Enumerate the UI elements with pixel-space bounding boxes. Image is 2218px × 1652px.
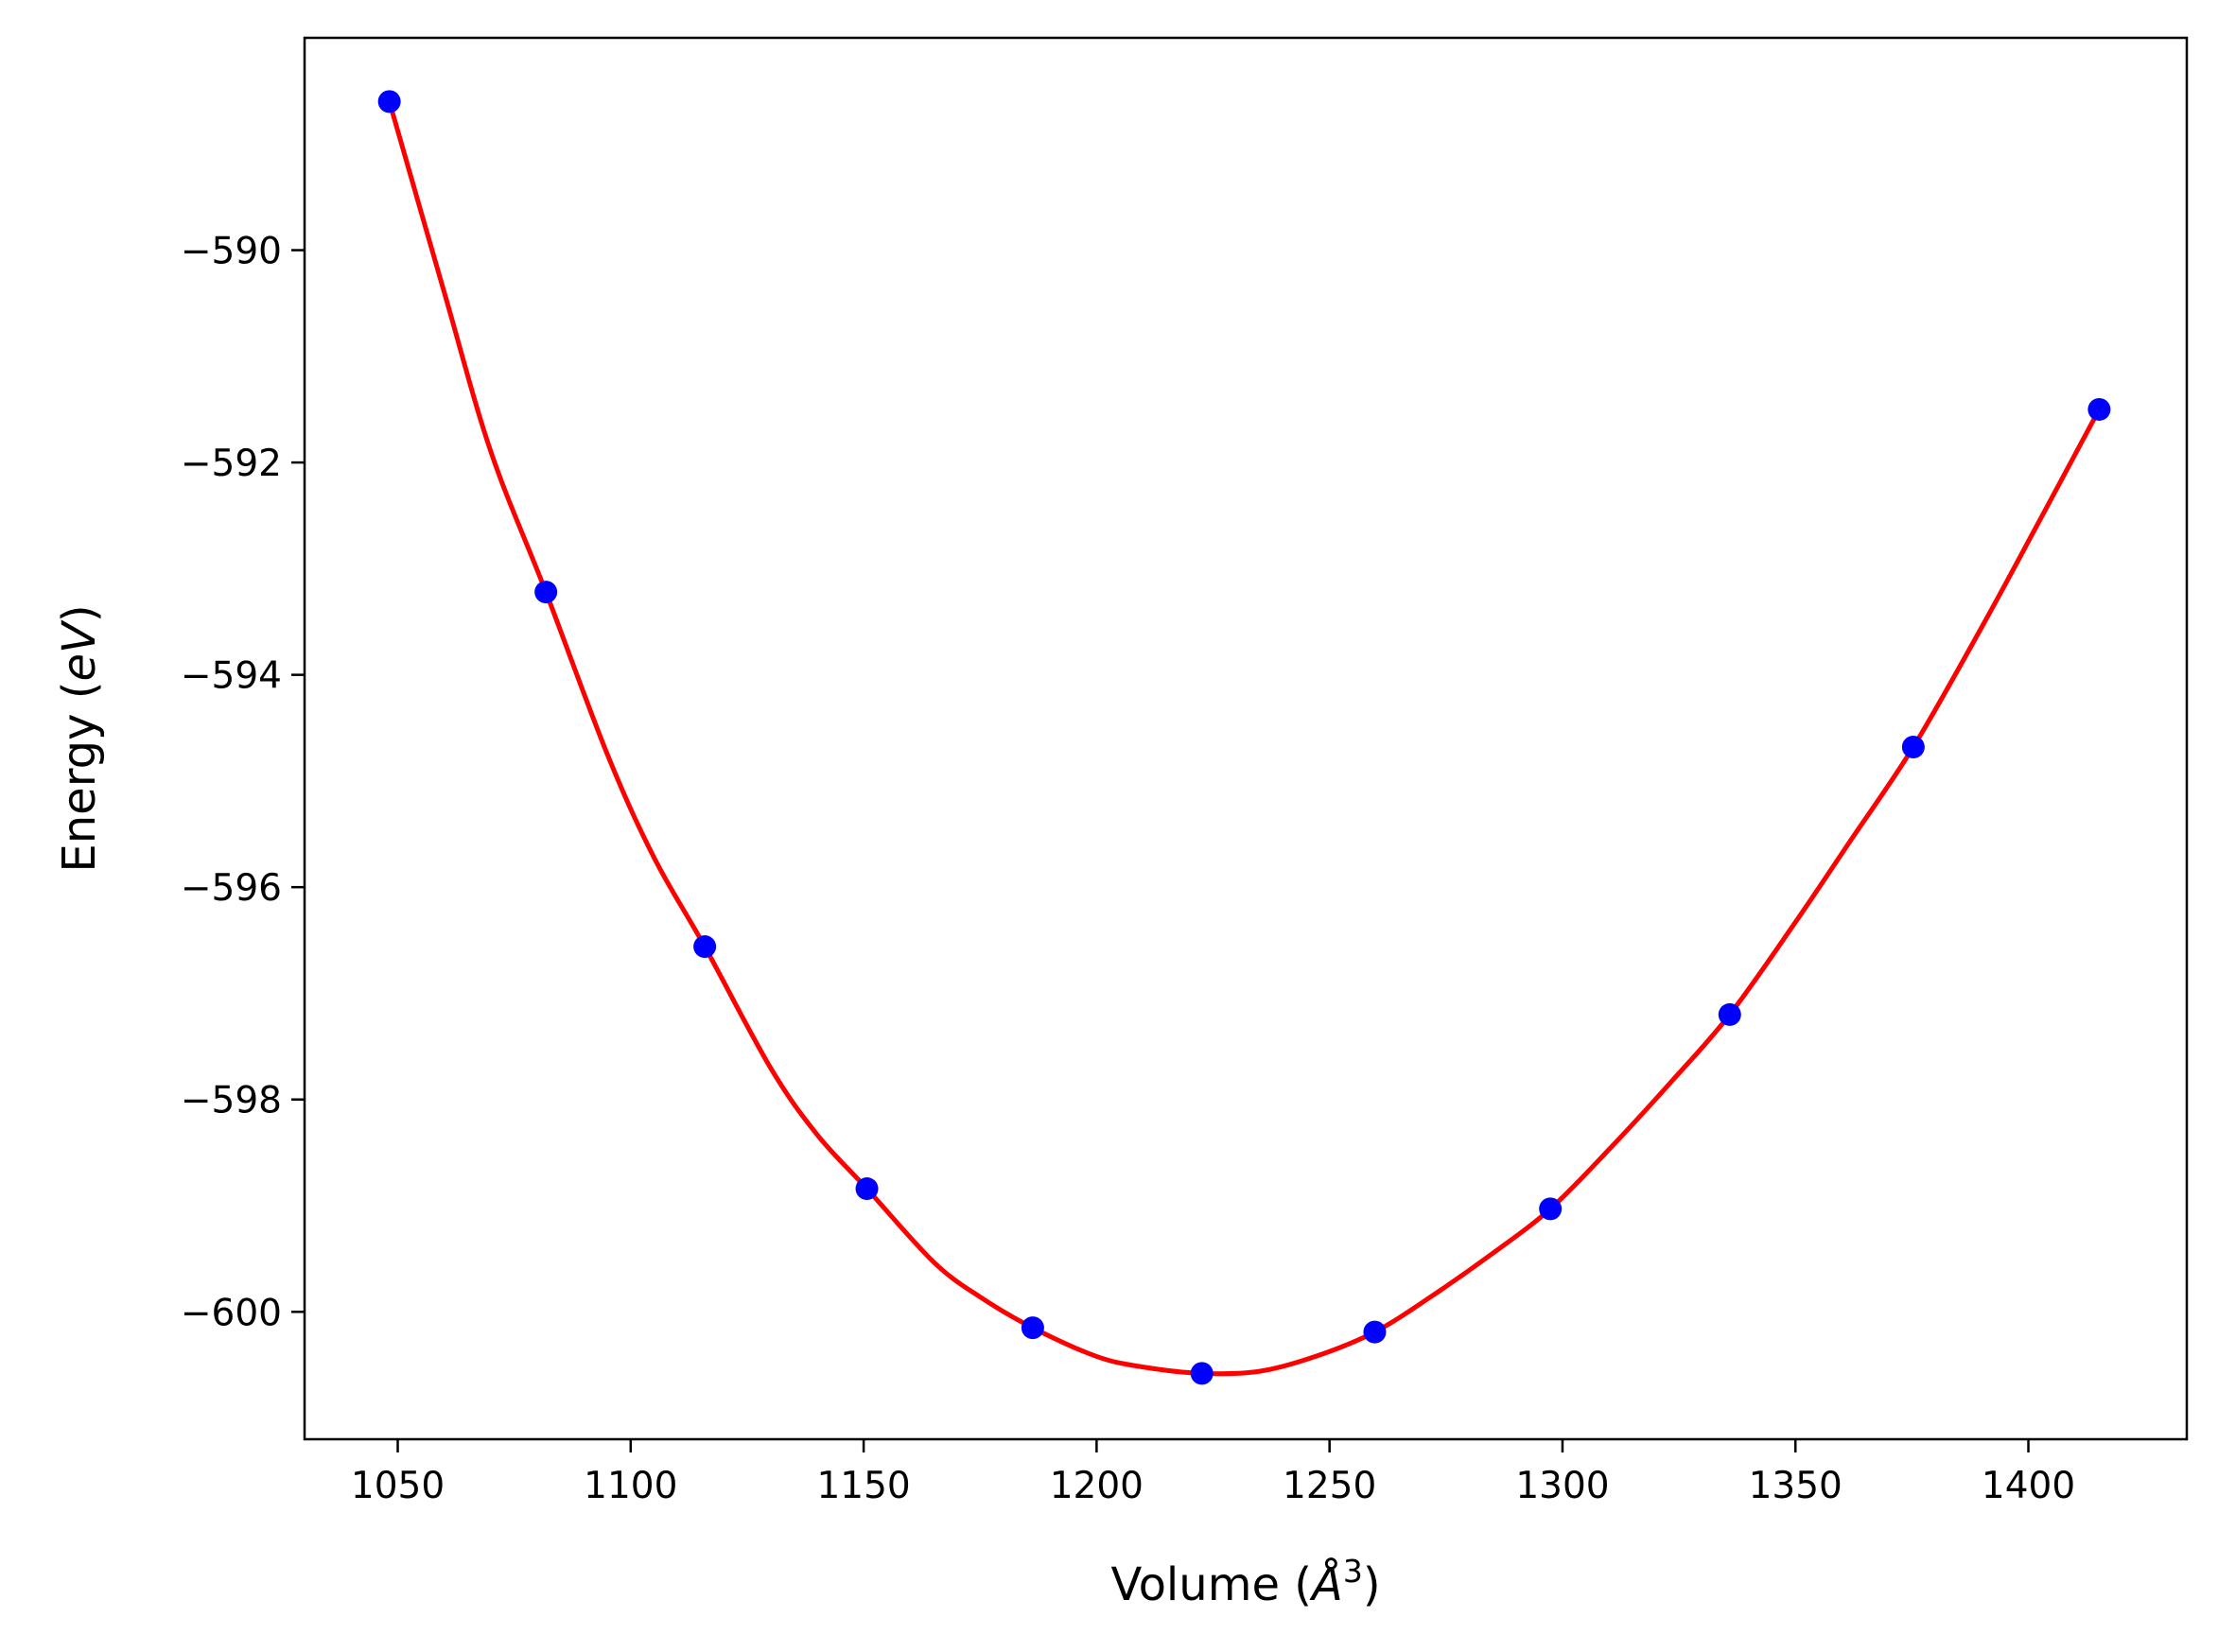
y-tick-label: −600: [181, 1292, 282, 1334]
x-tick-label: 1300: [1515, 1465, 1609, 1507]
data-point: [1718, 1002, 1741, 1026]
y-tick-label: −590: [181, 231, 282, 273]
data-point: [1190, 1362, 1214, 1385]
x-axis-label-exponent: 3: [1343, 1553, 1363, 1590]
y-axis-ticks: −590 −592 −594 −596 −598 −600: [181, 231, 305, 1334]
plot-frame: [303, 36, 2189, 1441]
data-point: [1901, 735, 1925, 758]
y-tick-label: −592: [181, 443, 282, 485]
y-axis-label-unit: eV: [53, 619, 106, 682]
data-point: [2087, 397, 2111, 421]
x-axis-label-suffix: ): [1363, 1558, 1381, 1611]
data-point: [534, 581, 558, 604]
fit-curve-line: [387, 100, 2102, 1377]
x-tick-label: 1350: [1749, 1465, 1843, 1507]
x-tick-label: 1100: [584, 1465, 677, 1507]
x-tick-label: 1200: [1050, 1465, 1144, 1507]
y-tick-label: −596: [181, 867, 282, 910]
y-axis-label-prefix: Energy (: [53, 682, 106, 873]
data-point: [1021, 1316, 1044, 1340]
x-axis-ticks: 1050 1100 1150 1200 1250 1300 1350 1400: [351, 1439, 2075, 1507]
data-point: [693, 935, 717, 959]
x-tick-label: 1050: [351, 1465, 445, 1507]
y-axis-label: Energy (eV): [53, 604, 106, 872]
x-tick-label: 1250: [1283, 1465, 1376, 1507]
x-axis-label: Volume (Å3): [1110, 1553, 1380, 1612]
y-tick-label: −594: [181, 655, 282, 698]
x-tick-label: 1150: [816, 1465, 910, 1507]
y-tick-label: −598: [181, 1080, 282, 1122]
x-tick-label: 1400: [1982, 1465, 2075, 1507]
data-point: [855, 1177, 879, 1201]
data-point: [1363, 1320, 1387, 1344]
x-axis-label-prefix: Volume (: [1110, 1558, 1312, 1611]
x-axis-label-unit: Å: [1309, 1557, 1343, 1611]
y-axis-label-suffix: ): [53, 604, 106, 622]
data-point: [1539, 1197, 1563, 1221]
data-point: [377, 90, 401, 113]
plot-area: [377, 90, 2111, 1385]
